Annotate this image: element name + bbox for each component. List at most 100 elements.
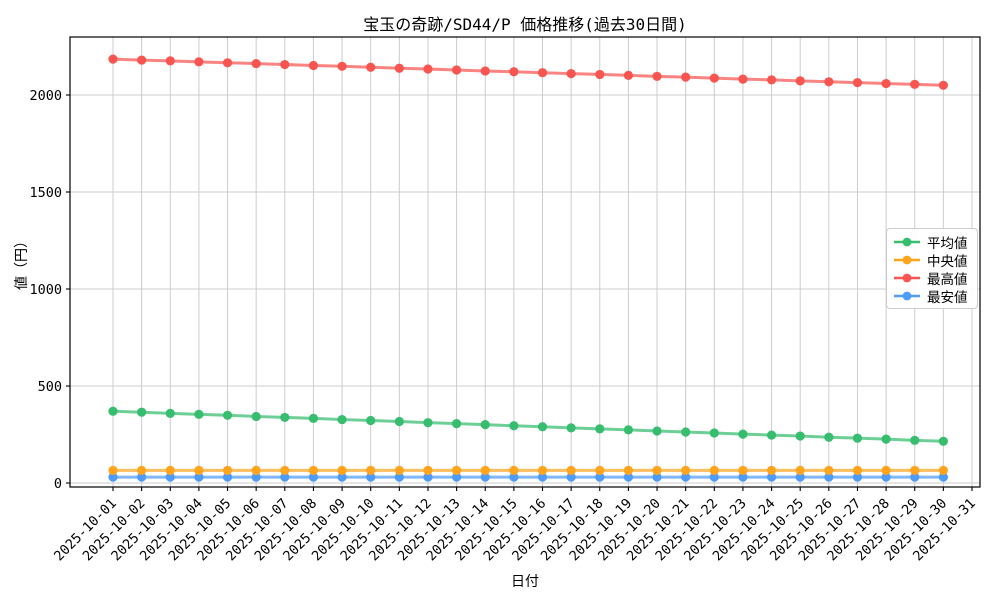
series-point-average	[308, 413, 319, 423]
series-point-median	[194, 465, 204, 475]
series-point-highest	[938, 80, 948, 90]
series-point-median	[337, 465, 347, 475]
legend-marker-average-icon	[894, 237, 920, 246]
series-point-highest	[165, 56, 175, 66]
series-point-median	[566, 465, 576, 475]
series-point-average	[394, 416, 404, 427]
series-point-median	[537, 465, 548, 475]
series-point-highest	[795, 76, 805, 86]
series-point-average	[652, 426, 662, 436]
series-point-average	[824, 432, 834, 442]
series-point-highest	[337, 61, 347, 71]
series-point-median	[881, 465, 891, 475]
series-line-highest	[111, 57, 945, 87]
series-point-lowest	[566, 472, 576, 482]
series-point-lowest	[795, 472, 805, 482]
series-point-lowest	[222, 472, 233, 482]
series-point-average	[852, 433, 863, 443]
series-point-average	[509, 421, 519, 431]
series-point-median	[623, 465, 634, 475]
x-axis-label: 日付	[511, 574, 539, 590]
series-point-lowest	[308, 472, 319, 482]
series-point-lowest	[337, 472, 347, 482]
series-line-average	[111, 409, 945, 443]
legend-label-lowest: 最安値	[927, 289, 968, 306]
series-point-median	[938, 465, 948, 475]
series-point-average	[452, 419, 462, 429]
series-point-highest	[251, 58, 261, 69]
y-axis-label: 値（円）	[14, 234, 30, 290]
series-point-median	[423, 465, 433, 475]
series-point-average	[423, 418, 433, 428]
series-point-lowest	[652, 472, 662, 482]
series-point-average	[194, 409, 204, 419]
series-point-highest	[595, 69, 605, 80]
series-point-median	[681, 465, 691, 475]
series-point-average	[108, 406, 118, 416]
series-point-lowest	[681, 472, 691, 482]
series-point-average	[366, 415, 376, 426]
series-point-median	[222, 465, 233, 475]
series-point-median	[308, 465, 319, 475]
series-point-highest	[709, 73, 719, 83]
series-point-highest	[308, 60, 319, 71]
series-point-median	[452, 465, 462, 475]
series-point-highest	[509, 67, 519, 77]
series-point-average	[337, 414, 347, 425]
series-point-highest	[824, 77, 834, 87]
series-point-highest	[681, 72, 691, 82]
series-point-median	[165, 465, 175, 475]
chart-title: 宝玉の奇跡/SD44/P 価格推移(過去30日間)	[363, 15, 687, 34]
series-point-highest	[623, 70, 634, 81]
series-point-highest	[480, 66, 490, 76]
series-point-median	[108, 465, 118, 475]
series-point-lowest	[394, 472, 404, 482]
series-point-highest	[452, 65, 462, 75]
series-point-lowest	[824, 472, 834, 482]
series-point-median	[509, 465, 519, 475]
series-point-median	[480, 465, 490, 475]
series-point-lowest	[194, 472, 204, 482]
series-point-highest	[280, 59, 290, 70]
legend-item-highest: 最高値	[894, 270, 968, 288]
series-point-median	[852, 465, 863, 475]
series-point-highest	[766, 75, 777, 85]
series-point-average	[881, 434, 891, 444]
series-point-average	[738, 429, 748, 439]
series-point-median	[910, 465, 920, 475]
series-point-lowest	[910, 472, 920, 482]
axes-border	[69, 36, 981, 488]
series-point-highest	[852, 77, 863, 88]
series-point-average	[137, 407, 147, 417]
series-point-average	[566, 423, 576, 433]
series-point-highest	[738, 74, 748, 84]
series-point-median	[709, 465, 719, 475]
series-point-lowest	[251, 472, 261, 482]
series-point-highest	[108, 54, 118, 64]
series-point-lowest	[881, 472, 891, 482]
series-point-average	[222, 410, 233, 420]
series-point-lowest	[165, 472, 175, 482]
series-point-highest	[881, 78, 891, 89]
y-tick-label: 1000	[29, 282, 62, 298]
legend: 平均値 中央値 最高値 最安値	[886, 228, 978, 309]
series-point-median	[795, 465, 805, 475]
y-tick-label: 0	[54, 476, 62, 492]
series-point-median	[137, 465, 147, 475]
series-point-lowest	[452, 472, 462, 482]
series-point-median	[280, 465, 290, 475]
series-point-average	[910, 435, 920, 445]
series-point-median	[366, 465, 376, 475]
series-point-lowest	[738, 472, 748, 482]
legend-label-median: 中央値	[927, 253, 968, 270]
series-point-lowest	[595, 472, 605, 482]
series-point-lowest	[537, 472, 548, 482]
series-point-lowest	[366, 472, 376, 482]
series-point-highest	[137, 55, 147, 65]
series-point-average	[681, 427, 691, 437]
legend-label-average: 平均値	[927, 235, 968, 252]
legend-item-lowest: 最安値	[894, 288, 968, 306]
series-point-average	[938, 436, 948, 446]
series-point-median	[251, 465, 261, 475]
